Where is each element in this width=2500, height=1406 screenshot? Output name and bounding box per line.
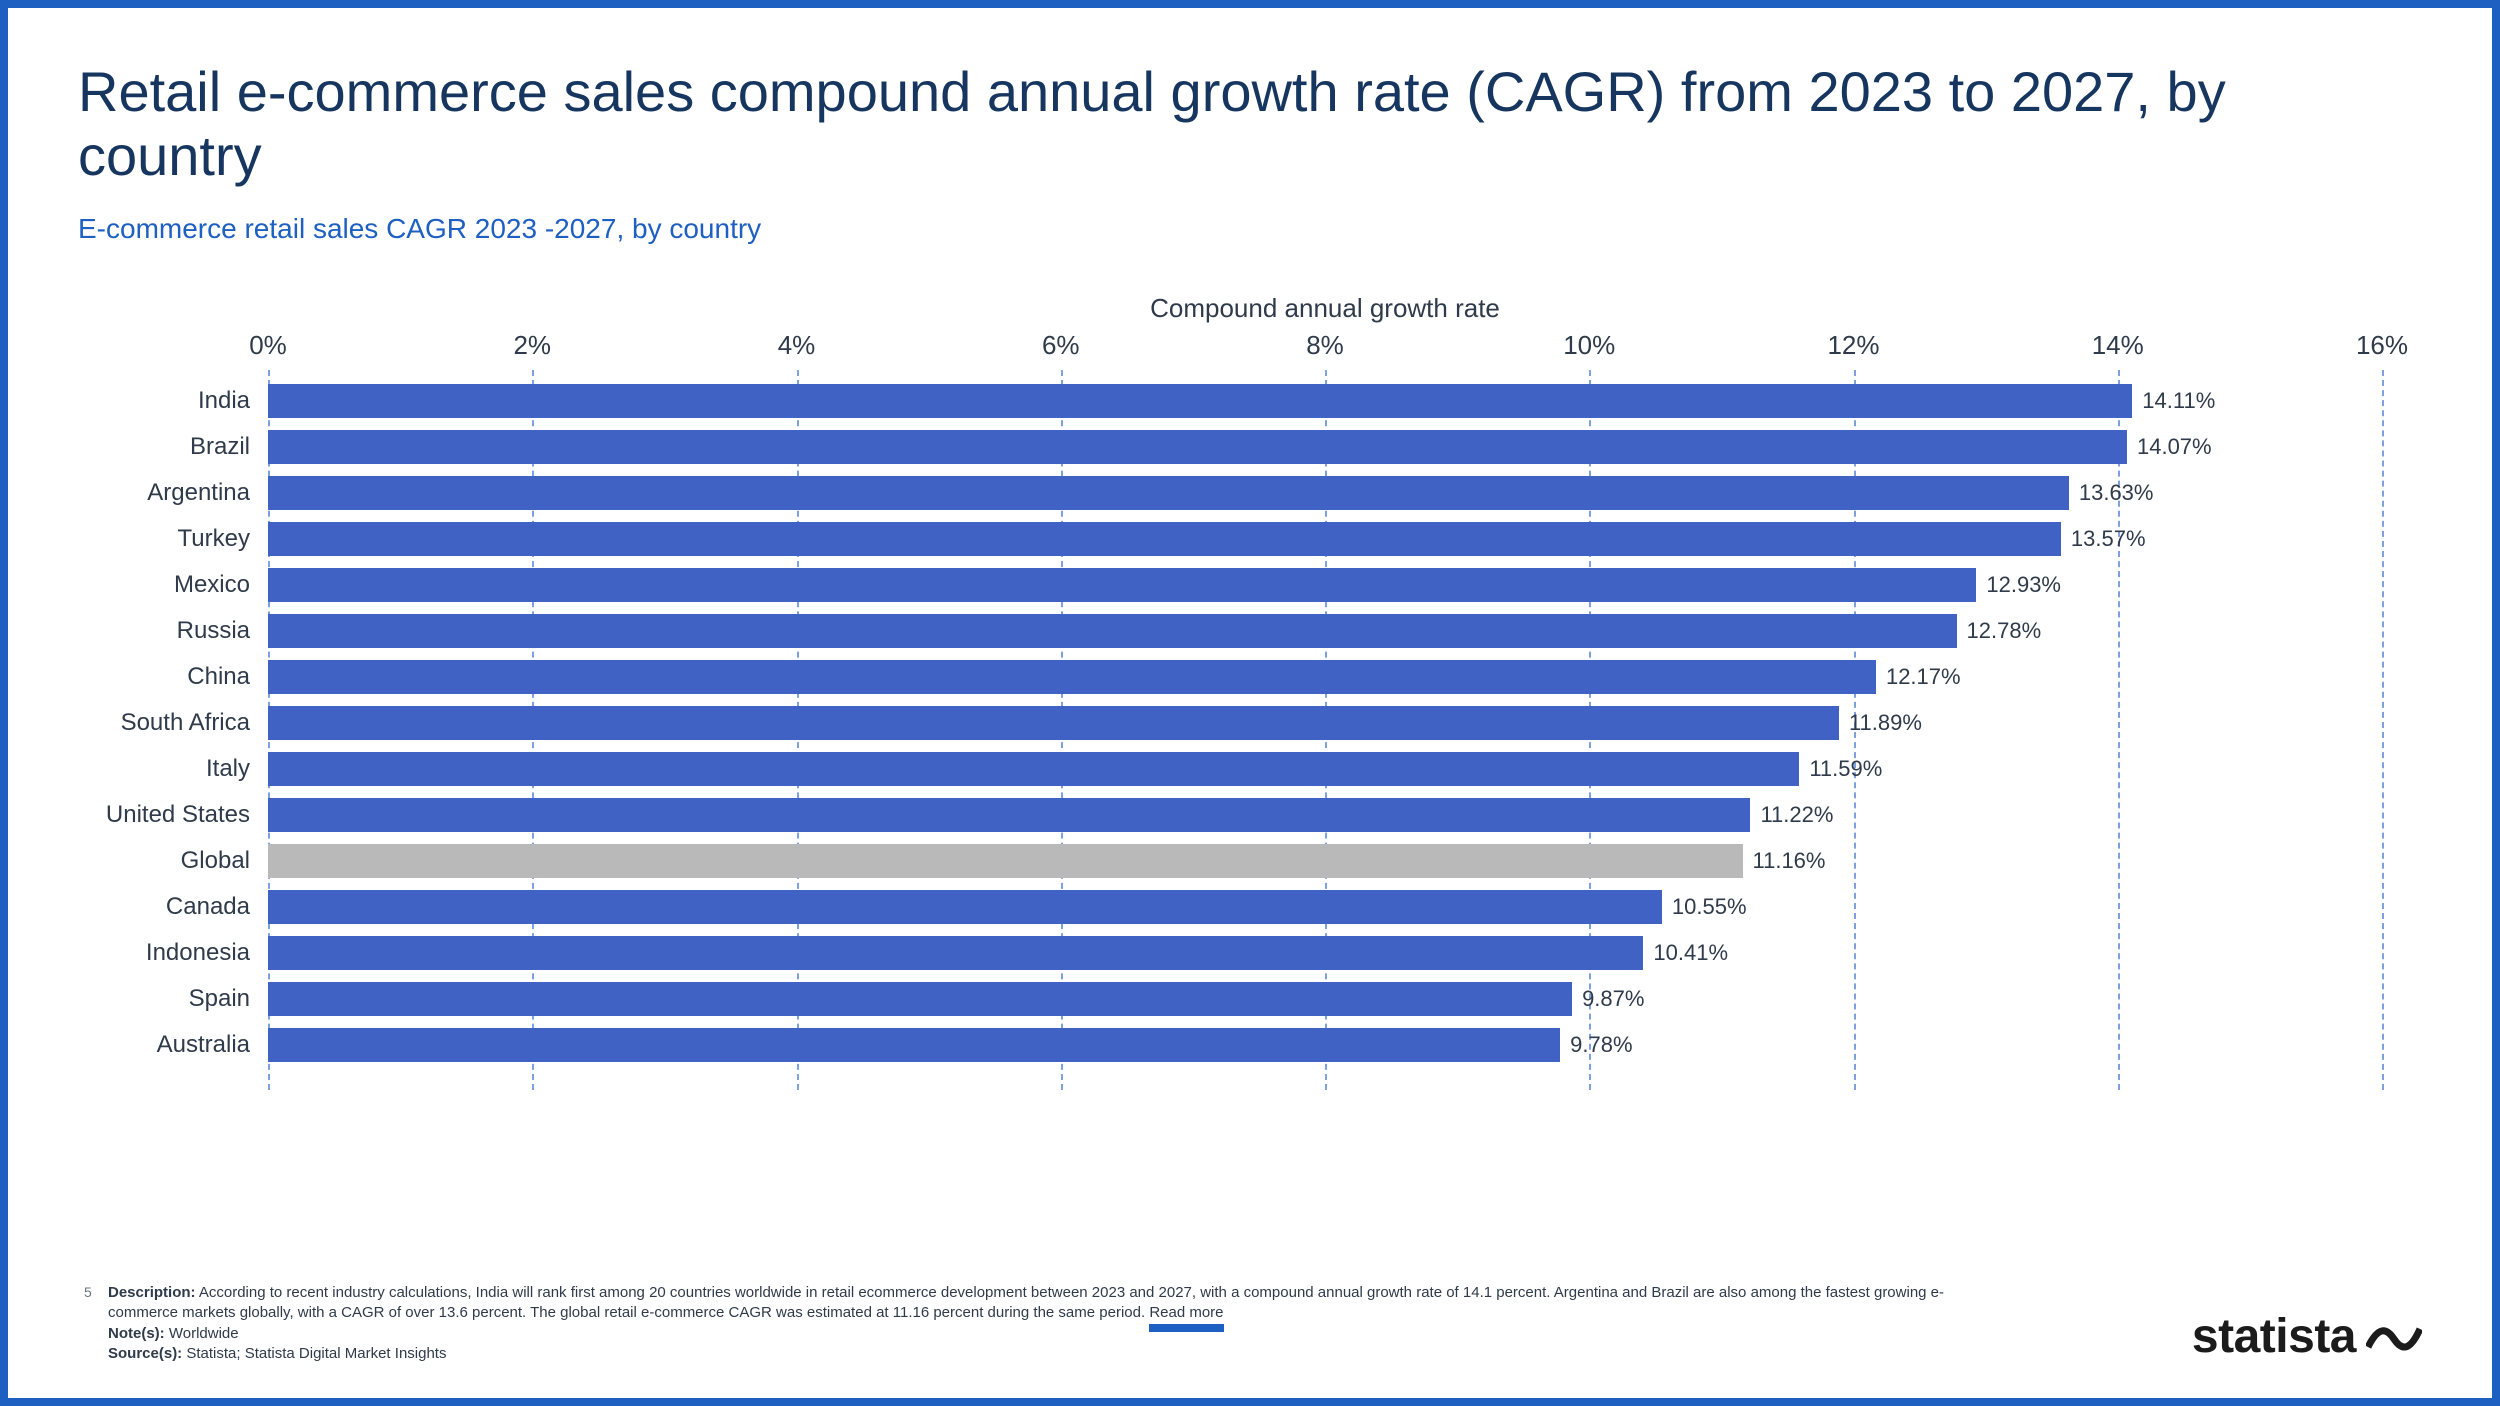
bar xyxy=(268,844,1743,878)
sources-text: Statista; Statista Digital Market Insigh… xyxy=(186,1345,446,1362)
bar xyxy=(268,706,1839,740)
value-label: 9.87% xyxy=(1582,986,1644,1012)
x-axis-title: Compound annual growth rate xyxy=(268,293,2382,324)
x-tick-row: 0%2%4%6%8%10%12%14%16% xyxy=(268,330,2382,370)
bar xyxy=(268,522,2061,556)
bar xyxy=(268,614,1957,648)
category-label: Italy xyxy=(206,755,268,783)
chart: Compound annual growth rate 0%2%4%6%8%10… xyxy=(268,293,2382,1090)
page-title: Retail e-commerce sales compound annual … xyxy=(78,60,2278,189)
value-label: 10.55% xyxy=(1672,894,1747,920)
x-tick-label: 10% xyxy=(1563,330,1615,361)
statista-wave-icon xyxy=(2366,1317,2422,1357)
x-tick-label: 12% xyxy=(1827,330,1879,361)
description-text: According to recent industry calculation… xyxy=(108,1284,1944,1321)
bar xyxy=(268,384,2132,418)
notes-label: Note(s): xyxy=(108,1325,165,1342)
bar-row: Global11.16% xyxy=(268,840,2382,882)
bar xyxy=(268,430,2127,464)
bar-row: Canada10.55% xyxy=(268,886,2382,928)
value-label: 13.57% xyxy=(2071,526,2146,552)
footer-sources: Source(s): Statista; Statista Digital Ma… xyxy=(108,1344,2008,1364)
brand-logo: statista xyxy=(2192,1309,2422,1364)
bar-row: Mexico12.93% xyxy=(268,564,2382,606)
sources-label: Source(s): xyxy=(108,1345,182,1362)
value-label: 14.07% xyxy=(2137,434,2212,460)
bar xyxy=(268,982,1572,1016)
category-label: Global xyxy=(181,847,268,875)
page-number: 5 xyxy=(84,1283,92,1302)
bar xyxy=(268,752,1799,786)
x-tick-label: 0% xyxy=(249,330,287,361)
footer-description: Description: According to recent industr… xyxy=(108,1283,2008,1324)
gridline xyxy=(2382,370,2384,1090)
bar-row: Australia9.78% xyxy=(268,1024,2382,1066)
bar-row: Russia12.78% xyxy=(268,610,2382,652)
x-tick-label: 2% xyxy=(513,330,551,361)
plot-area: 0%2%4%6%8%10%12%14%16% India14.11%Brazil… xyxy=(268,330,2382,1090)
value-label: 12.78% xyxy=(1967,618,2042,644)
category-label: Australia xyxy=(157,1031,268,1059)
bar-row: India14.11% xyxy=(268,380,2382,422)
category-label: United States xyxy=(106,801,268,829)
bar-row: Italy11.59% xyxy=(268,748,2382,790)
bar-row: Turkey13.57% xyxy=(268,518,2382,560)
category-label: Brazil xyxy=(190,433,268,461)
page-subtitle: E-commerce retail sales CAGR 2023 -2027,… xyxy=(78,213,2422,245)
read-more-link[interactable]: Read more xyxy=(1149,1303,1223,1323)
bar xyxy=(268,798,1750,832)
category-label: China xyxy=(187,663,268,691)
bar-row: Spain9.87% xyxy=(268,978,2382,1020)
value-label: 11.22% xyxy=(1760,802,1833,828)
bar xyxy=(268,890,1662,924)
value-label: 10.41% xyxy=(1653,940,1728,966)
category-label: Russia xyxy=(177,617,268,645)
bar-row: United States11.22% xyxy=(268,794,2382,836)
category-label: Spain xyxy=(189,985,268,1013)
value-label: 12.93% xyxy=(1986,572,2061,598)
value-label: 11.89% xyxy=(1849,710,1922,736)
bar-rows: India14.11%Brazil14.07%Argentina13.63%Tu… xyxy=(268,370,2382,1066)
x-tick-label: 14% xyxy=(2092,330,2144,361)
value-label: 9.78% xyxy=(1570,1032,1632,1058)
x-tick-label: 16% xyxy=(2356,330,2408,361)
bar xyxy=(268,568,1976,602)
category-label: India xyxy=(198,387,268,415)
category-label: Mexico xyxy=(174,571,268,599)
bar xyxy=(268,660,1876,694)
category-label: Canada xyxy=(166,893,268,921)
value-label: 13.63% xyxy=(2079,480,2154,506)
bar xyxy=(268,1028,1560,1062)
value-label: 12.17% xyxy=(1886,664,1961,690)
bar-row: South Africa11.89% xyxy=(268,702,2382,744)
value-label: 14.11% xyxy=(2142,388,2215,414)
brand-text: statista xyxy=(2192,1309,2356,1364)
bar-row: Indonesia10.41% xyxy=(268,932,2382,974)
category-label: South Africa xyxy=(121,709,268,737)
x-tick-label: 8% xyxy=(1306,330,1344,361)
x-tick-label: 4% xyxy=(778,330,816,361)
footer-notes: Note(s): Worldwide xyxy=(108,1324,2008,1344)
value-label: 11.59% xyxy=(1809,756,1882,782)
bar xyxy=(268,476,2069,510)
description-label: Description: xyxy=(108,1284,196,1301)
category-label: Turkey xyxy=(178,525,268,553)
value-label: 11.16% xyxy=(1753,848,1826,874)
x-tick-label: 6% xyxy=(1042,330,1080,361)
page-frame: Retail e-commerce sales compound annual … xyxy=(0,0,2500,1406)
bar-row: China12.17% xyxy=(268,656,2382,698)
bars-area: India14.11%Brazil14.07%Argentina13.63%Tu… xyxy=(268,370,2382,1090)
footer-meta: 5 Description: According to recent indus… xyxy=(108,1283,2008,1364)
category-label: Indonesia xyxy=(146,939,268,967)
bar-row: Argentina13.63% xyxy=(268,472,2382,514)
bar xyxy=(268,936,1643,970)
notes-text: Worldwide xyxy=(169,1325,239,1342)
category-label: Argentina xyxy=(147,479,268,507)
footer: 5 Description: According to recent indus… xyxy=(108,1283,2422,1364)
bar-row: Brazil14.07% xyxy=(268,426,2382,468)
